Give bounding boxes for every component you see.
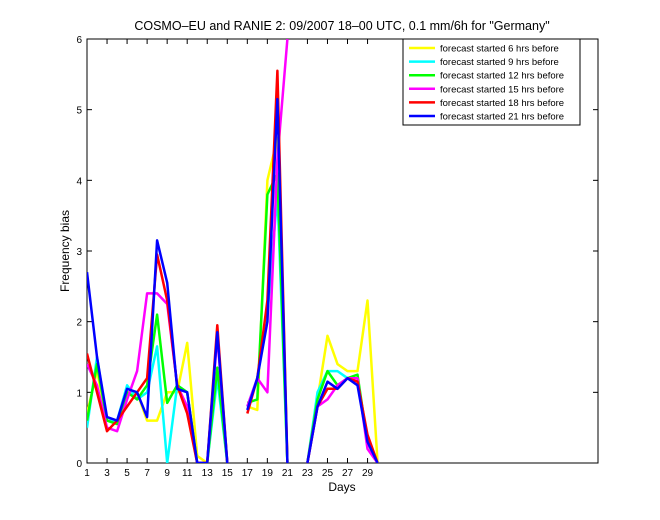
y-tick-label: 3 [76,247,82,258]
x-tick-label: 21 [282,468,294,479]
legend-entry-label: forecast started 9 hrs before [440,57,559,68]
x-tick-label: 9 [164,468,170,479]
legend-entry-label: forecast started 12 hrs before [440,71,564,82]
y-tick-label: 0 [76,459,82,470]
y-tick-label: 6 [76,35,82,46]
x-tick-label: 17 [242,468,254,479]
series-lines [87,39,379,463]
y-axis-label: Frequency bias [58,210,72,292]
x-tick-label: 29 [362,468,374,479]
x-tick-label: 13 [202,468,214,479]
x-tick-label: 7 [144,468,150,479]
y-tick-label: 2 [76,318,82,329]
legend-entry-label: forecast started 15 hrs before [440,84,564,95]
x-tick-label: 3 [104,468,110,479]
y-tick-label: 5 [76,106,82,117]
x-tick-label: 23 [302,468,314,479]
x-tick-label: 11 [182,468,193,479]
x-tick-label: 27 [342,468,354,479]
chart-title: COSMO–EU and RANIE 2: 09/2007 18–00 UTC,… [134,19,549,33]
x-tick-label: 25 [322,468,334,479]
y-tick-label: 4 [76,176,82,187]
x-tick-label: 5 [124,468,130,479]
y-tick-label: 1 [76,388,82,399]
x-tick-label: 1 [84,468,90,479]
legend-entry-label: forecast started 6 hrs before [440,44,559,55]
x-axis-label: Days [328,480,355,494]
x-tick-label: 15 [222,468,234,479]
legend-entry-label: forecast started 21 hrs before [440,112,564,123]
x-tick-label: 19 [262,468,274,479]
legend-box [402,38,581,126]
legend: forecast started 6 hrs before forecast st… [402,38,581,126]
legend-entry-label: forecast started 18 hrs before [440,98,564,109]
series-line-6 [87,97,379,463]
